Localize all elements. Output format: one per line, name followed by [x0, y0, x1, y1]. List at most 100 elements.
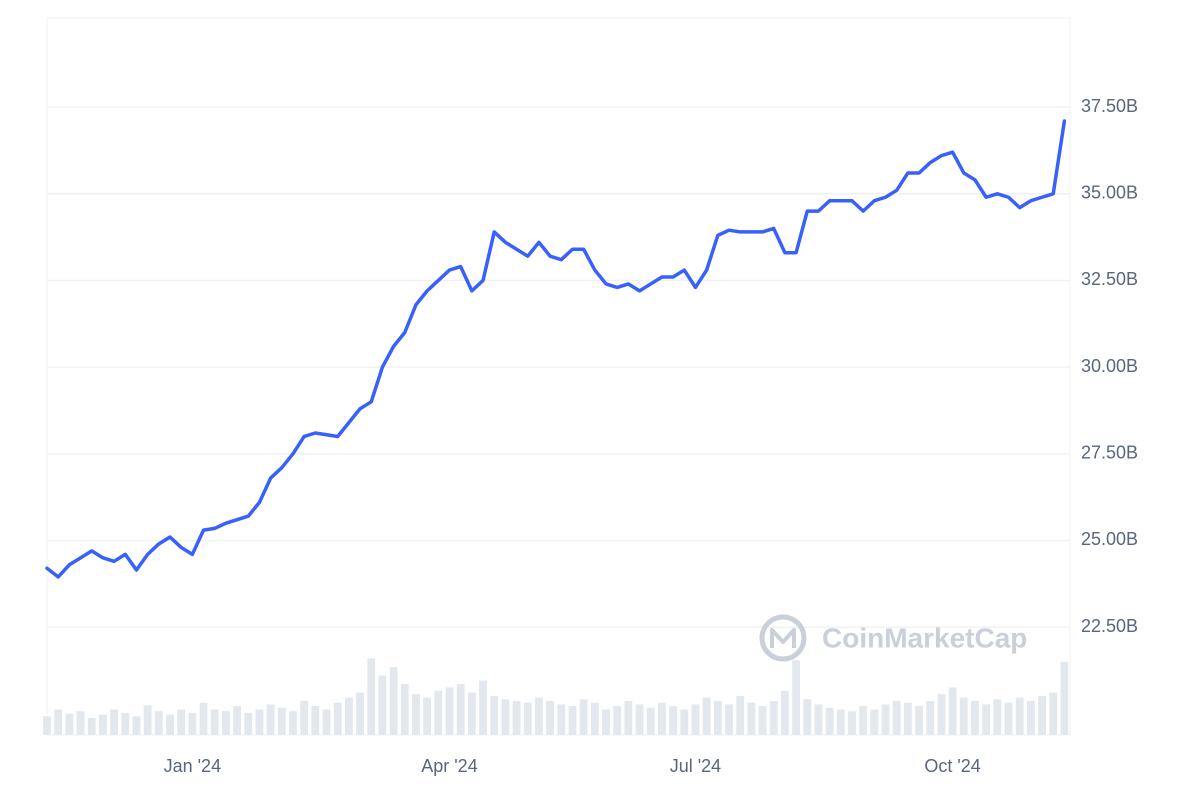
volume-bar	[43, 716, 51, 735]
volume-bar	[982, 704, 991, 735]
volume-bar	[535, 697, 543, 735]
volume-bar	[747, 702, 756, 735]
volume-bar	[646, 707, 655, 735]
volume-bar	[266, 704, 275, 735]
volume-bar	[76, 711, 85, 735]
volume-bar	[177, 709, 186, 735]
volume-bar	[1004, 702, 1013, 735]
y-tick-label: 22.50B	[1081, 616, 1138, 636]
volume-bar	[780, 690, 789, 735]
y-tick-label: 30.00B	[1081, 356, 1138, 376]
volume-bar	[848, 711, 856, 735]
volume-bar	[1015, 697, 1024, 735]
volume-bar	[568, 706, 577, 735]
volume-bar	[870, 709, 879, 735]
volume-bar	[903, 702, 912, 735]
volume-bar	[423, 697, 432, 735]
volume-bar	[255, 709, 264, 735]
volume-bar	[892, 701, 901, 735]
volume-bar	[188, 712, 197, 735]
volume-bar	[792, 660, 800, 735]
volume-bar	[65, 713, 74, 735]
volume-bar	[635, 704, 644, 735]
volume-bar	[143, 705, 152, 735]
volume-bar	[389, 667, 398, 735]
volume-bar	[926, 701, 935, 735]
volume-bar	[881, 704, 890, 735]
volume-bar	[322, 709, 331, 735]
volume-bar	[210, 709, 219, 735]
volume-bar	[803, 699, 812, 735]
volume-bar	[546, 701, 555, 735]
volume-bar	[467, 692, 476, 735]
x-tick-label: Oct '24	[924, 756, 980, 776]
volume-bar	[344, 697, 353, 735]
volume-bar	[98, 714, 107, 735]
volume-bar	[233, 706, 241, 735]
price-line	[45, 119, 1067, 579]
volume-bar	[758, 706, 767, 735]
volume-bar	[166, 714, 174, 735]
watermark-logo	[759, 614, 807, 662]
volume-bar	[244, 712, 253, 735]
volume-bar	[121, 712, 130, 735]
volume-bar	[691, 704, 700, 735]
volume-bar	[725, 704, 733, 735]
volume-bar	[993, 699, 1002, 735]
volume-bar	[277, 707, 286, 735]
volume-bar	[859, 706, 868, 735]
volume-bar	[702, 697, 711, 735]
volume-bar	[479, 680, 487, 735]
x-tick-label: Jan '24	[164, 756, 221, 776]
volume-bar	[434, 690, 443, 735]
volume-bar	[713, 701, 722, 735]
volume-bar	[501, 699, 510, 735]
volume-bar	[445, 687, 454, 735]
volume-bar	[110, 709, 118, 735]
volume-bar	[456, 684, 465, 735]
watermark: CoinMarketCap	[822, 622, 1027, 653]
volume-bar	[1049, 692, 1058, 735]
x-tick-label: Apr '24	[421, 756, 477, 776]
y-tick-label: 25.00B	[1081, 529, 1138, 549]
volume-bar	[624, 701, 633, 735]
volume-bar	[1026, 701, 1035, 735]
volume-bar	[289, 711, 297, 735]
volume-bar	[154, 711, 163, 735]
volume-bar	[937, 694, 946, 735]
volume-bar	[54, 709, 63, 735]
volume-bar	[523, 702, 532, 735]
volume-bar	[300, 701, 309, 735]
volume-bar	[680, 709, 689, 735]
x-tick-label: Jul '24	[670, 756, 721, 776]
volume-bar	[512, 701, 521, 735]
volume-bar	[311, 706, 320, 735]
volume-bar	[669, 706, 678, 735]
volume-bar	[579, 699, 588, 735]
volume-bar	[971, 701, 979, 735]
volume-bar	[367, 658, 376, 735]
volume-bar	[199, 702, 208, 735]
volume-bar	[400, 684, 409, 735]
volume-bar	[412, 694, 420, 735]
volume-bar	[490, 695, 499, 735]
y-tick-label: 32.50B	[1081, 269, 1138, 289]
volume-bar	[356, 692, 364, 735]
volume-bar	[333, 702, 342, 735]
y-tick-label: 35.00B	[1081, 183, 1138, 203]
volume-bar	[378, 675, 387, 735]
volume-bar	[814, 704, 823, 735]
volume-bar	[959, 697, 968, 735]
volume-bar	[602, 709, 610, 735]
volume-bar	[915, 706, 923, 735]
volume-bar	[557, 704, 566, 735]
volume-bar	[87, 718, 96, 735]
volume-bar	[769, 701, 778, 735]
y-tick-label: 27.50B	[1081, 443, 1138, 463]
volume-bar	[1060, 661, 1069, 735]
volume-bar	[736, 695, 745, 735]
volume-bar	[825, 707, 834, 735]
volume-bar	[221, 711, 230, 735]
